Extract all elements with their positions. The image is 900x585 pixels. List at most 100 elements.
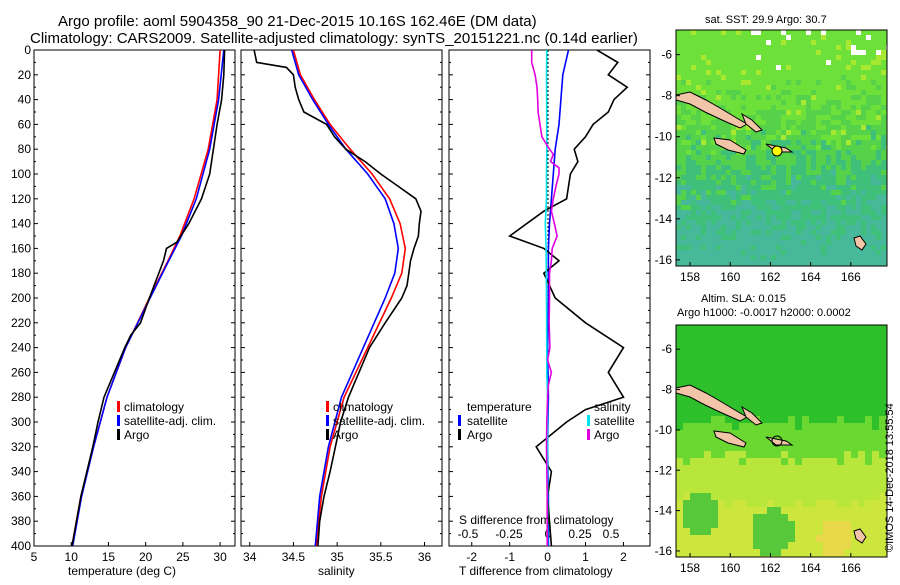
- legend-swatch-s-satellite: [587, 415, 590, 426]
- heatmap-cell: [823, 409, 830, 416]
- heatmap-cell: [806, 65, 811, 70]
- heatmap-cell: [771, 60, 776, 65]
- heatmap-cell: [806, 210, 811, 215]
- heatmap-cell: [686, 125, 691, 130]
- heatmap-cell: [676, 75, 681, 80]
- heatmap-cell: [809, 395, 816, 402]
- heatmap-cell: [816, 35, 821, 40]
- heatmap-cell: [841, 165, 846, 170]
- heatmap-cell: [697, 486, 704, 493]
- heatmap-cell: [756, 135, 761, 140]
- heatmap-cell: [836, 190, 841, 195]
- heatmap-cell: [821, 225, 826, 230]
- heatmap-cell: [811, 105, 816, 110]
- heatmap-cell: [861, 85, 866, 90]
- heatmap-cell: [788, 332, 795, 339]
- heatmap-cell: [721, 55, 726, 60]
- x-tick-label: 1: [582, 550, 589, 564]
- heatmap-cell: [866, 60, 871, 65]
- heatmap-cell: [781, 215, 786, 220]
- heatmap-cell: [711, 85, 716, 90]
- heatmap-cell: [746, 35, 751, 40]
- heatmap-cell: [696, 240, 701, 245]
- heatmap-cell: [796, 105, 801, 110]
- heatmap-cell: [865, 493, 872, 500]
- heatmap-cell: [872, 409, 879, 416]
- heatmap-cell: [726, 260, 731, 265]
- heatmap-cell: [753, 423, 760, 430]
- heatmap-cell: [856, 75, 861, 80]
- heatmap-cell: [871, 185, 876, 190]
- heatmap-cell: [746, 180, 751, 185]
- heatmap-cell: [706, 235, 711, 240]
- heatmap-cell: [781, 40, 786, 45]
- heatmap-cell: [861, 235, 866, 240]
- heatmap-cell: [806, 225, 811, 230]
- heatmap-cell: [821, 110, 826, 115]
- heatmap-cell: [761, 235, 766, 240]
- heatmap-cell: [821, 160, 826, 165]
- heatmap-cell: [809, 325, 816, 332]
- heatmap-cell: [809, 500, 816, 507]
- heatmap-cell: [732, 493, 739, 500]
- heatmap-cell: [809, 423, 816, 430]
- heatmap-cell: [836, 205, 841, 210]
- heatmap-cell: [823, 353, 830, 360]
- heatmap-cell: [781, 30, 786, 35]
- heatmap-cell: [711, 346, 718, 353]
- heatmap-cell: [809, 402, 816, 409]
- heatmap-cell: [876, 215, 881, 220]
- t-difference-axis-label: T difference from climatology: [459, 564, 613, 578]
- heatmap-cell: [691, 60, 696, 65]
- heatmap-cell: [753, 437, 760, 444]
- heatmap-cell: [767, 479, 774, 486]
- heatmap-cell: [676, 85, 681, 90]
- heatmap-cell: [865, 332, 872, 339]
- heatmap-cell: [676, 40, 681, 45]
- heatmap-cell: [866, 145, 871, 150]
- heatmap-cell: [697, 542, 704, 549]
- heatmap-cell: [871, 125, 876, 130]
- heatmap-cell: [881, 35, 886, 40]
- heatmap-cell: [756, 215, 761, 220]
- heatmap-cell: [732, 542, 739, 549]
- heatmap-cell: [806, 135, 811, 140]
- heatmap-cell: [881, 220, 886, 225]
- heatmap-cell: [711, 200, 716, 205]
- heatmap-cell: [696, 140, 701, 145]
- heatmap-cell: [691, 125, 696, 130]
- heatmap-cell: [816, 65, 821, 70]
- heatmap-cell: [858, 521, 865, 528]
- heatmap-cell: [809, 416, 816, 423]
- heatmap-cell: [676, 45, 681, 50]
- heatmap-cell: [736, 205, 741, 210]
- lon-tick-label: 164: [801, 270, 821, 284]
- heatmap-cell: [704, 542, 711, 549]
- heatmap-cell: [726, 170, 731, 175]
- heatmap-cell: [721, 35, 726, 40]
- heatmap-cell: [811, 210, 816, 215]
- heatmap-cell: [721, 215, 726, 220]
- heatmap-cell: [751, 245, 756, 250]
- heatmap-cell: [830, 353, 837, 360]
- heatmap-cell: [767, 514, 774, 521]
- heatmap-cell: [844, 381, 851, 388]
- heatmap-cell: [776, 30, 781, 35]
- heatmap-cell: [856, 105, 861, 110]
- heatmap-cell: [861, 75, 866, 80]
- heatmap-cell: [861, 220, 866, 225]
- heatmap-cell: [766, 75, 771, 80]
- s-difference-tick-labels: -0.5 -0.25 0 0.25 0.5: [458, 527, 620, 541]
- heatmap-cell: [766, 205, 771, 210]
- heatmap-cell: [731, 150, 736, 155]
- heatmap-cell: [796, 125, 801, 130]
- heatmap-cell: [786, 225, 791, 230]
- heatmap-cell: [761, 215, 766, 220]
- lon-tick-label: 162: [760, 270, 780, 284]
- heatmap-cell: [876, 185, 881, 190]
- heatmap-cell: [751, 200, 756, 205]
- heatmap-cell: [716, 180, 721, 185]
- heatmap-cell: [676, 115, 681, 120]
- heatmap-cell: [681, 240, 686, 245]
- heatmap-cell: [683, 549, 690, 556]
